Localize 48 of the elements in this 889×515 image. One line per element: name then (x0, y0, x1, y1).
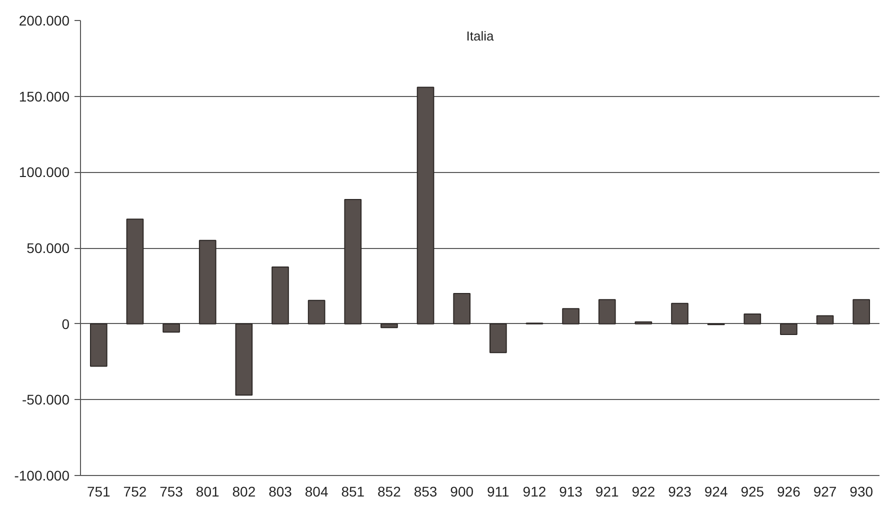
bar (90, 323, 108, 367)
bar (380, 323, 398, 328)
bar (272, 266, 289, 324)
bar (489, 323, 507, 354)
y-tick-label: 50.000 (26, 240, 70, 256)
x-tick-label: 900 (450, 484, 474, 500)
x-tick-label: 912 (522, 484, 546, 500)
x-tick-label: 913 (559, 484, 583, 500)
y-tick-label: 100.000 (18, 164, 70, 180)
x-tick-label: 751 (86, 484, 111, 500)
y-tick-label: 200.000 (18, 12, 70, 28)
x-tick-label: 926 (777, 484, 801, 500)
y-tick-label: -100.000 (14, 468, 70, 484)
bar (780, 323, 798, 335)
bar (562, 308, 580, 324)
x-tick-label: 752 (123, 484, 147, 500)
bar (344, 198, 362, 324)
x-tick-label: 804 (304, 484, 328, 500)
x-tick-label: 925 (740, 484, 764, 500)
bar (308, 300, 326, 324)
x-tick-label: 851 (341, 484, 365, 500)
bar (598, 299, 616, 324)
x-tick-label: 921 (595, 484, 620, 500)
y-tick-label: 0 (62, 316, 70, 332)
y-tick-label: 150.000 (18, 88, 70, 104)
y-tick-label: -50.000 (22, 392, 70, 408)
bar (744, 313, 762, 324)
bar (235, 323, 253, 396)
x-tick-label: 922 (632, 484, 656, 500)
x-tick-label: 927 (813, 484, 837, 500)
x-tick-label: 801 (196, 484, 220, 500)
x-tick-label: 930 (850, 484, 874, 500)
x-tick-label: 853 (414, 484, 438, 500)
bar (198, 240, 216, 324)
bar (453, 293, 471, 324)
x-tick-label: 802 (232, 484, 256, 500)
x-tick-label: 753 (160, 484, 184, 500)
x-tick-label: 852 (378, 484, 402, 500)
bar (816, 315, 834, 324)
bar (126, 218, 144, 324)
x-tick-label: 923 (668, 484, 692, 500)
bar (671, 302, 688, 324)
x-tick-label: 803 (268, 484, 292, 500)
bar (162, 323, 180, 333)
x-tick-label: 911 (487, 484, 510, 500)
bar (852, 299, 870, 324)
x-tick-label: 924 (704, 484, 728, 500)
text: Italia (466, 28, 494, 44)
